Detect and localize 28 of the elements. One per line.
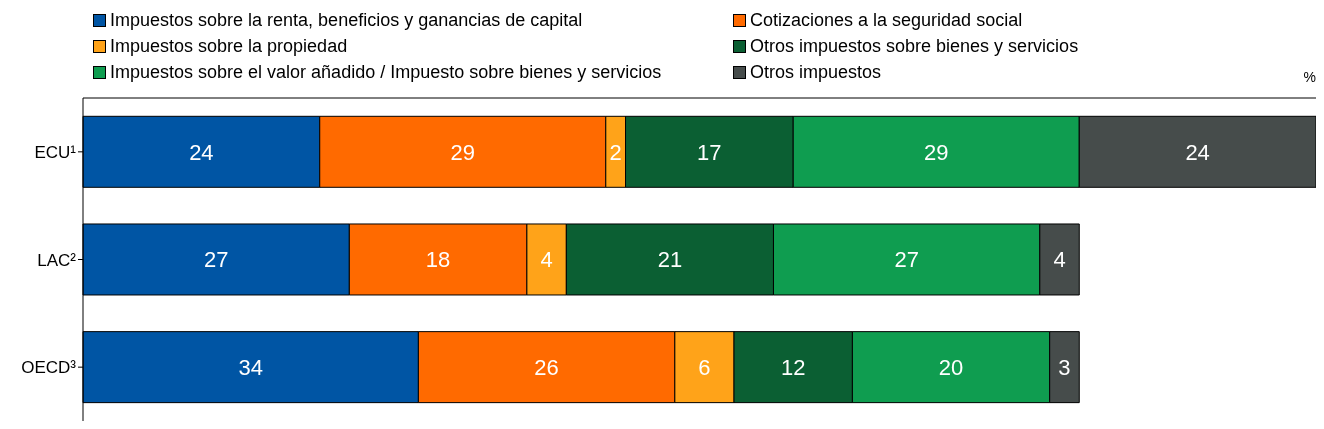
legend-label: Cotizaciones a la seguridad social [750,9,1023,31]
legend-label: Impuestos sobre el valor añadido / Impuesto sobre bienes y servicios [110,61,662,83]
legend-label: Otros impuestos [750,61,882,83]
legend-label: Otros impuestos sobre bienes y servicios [750,35,1079,57]
data-label: 17 [697,139,722,165]
legend-label: Impuestos sobre la renta, beneficios y ganancias de capital [110,9,583,31]
data-label: 24 [189,139,214,165]
data-label: 24 [1185,139,1210,165]
legend-label: Impuestos sobre la propiedad [110,35,348,57]
data-label: 4 [540,247,553,273]
data-label: 20 [938,354,964,380]
data-label: 29 [923,139,949,165]
y-tick-label: OECD³ [21,358,77,378]
y-tick-label: LAC² [37,250,77,270]
data-label: 27 [894,247,919,273]
data-label: 18 [425,247,451,273]
data-label: 29 [450,139,476,165]
data-label: 3 [1058,354,1071,380]
data-label: 27 [203,247,229,273]
data-label: 26 [534,354,559,380]
data-label: 2 [609,139,622,165]
data-label: 6 [698,354,711,380]
data-label: 34 [238,354,263,380]
data-label: 12 [780,354,806,380]
y-tick-label: ECU¹ [34,142,77,162]
x-axis-title: % [1303,68,1316,85]
data-label: 21 [657,247,683,273]
data-label: 4 [1053,247,1066,273]
